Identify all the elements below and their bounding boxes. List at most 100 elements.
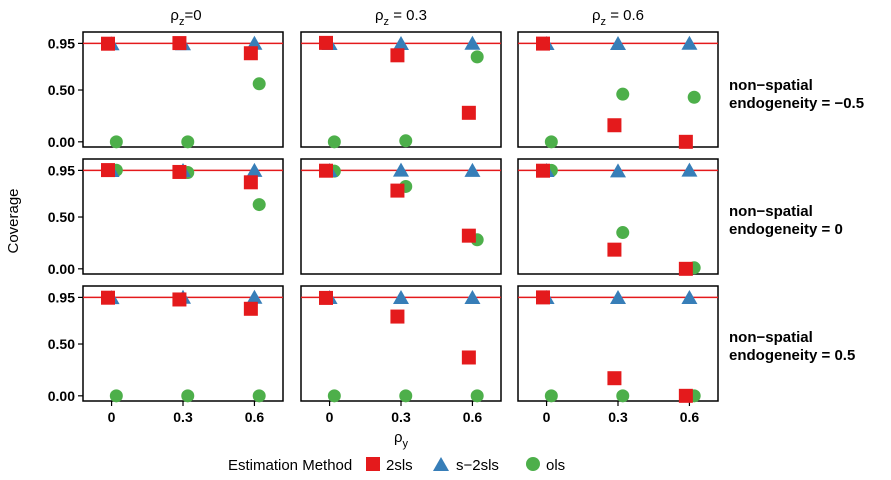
panel-r0-c1 — [300, 31, 502, 149]
point-ols-0 — [109, 135, 123, 149]
panel-r2-c0: 0.00 0.50 0.95 0 0.3 0.6 — [48, 285, 284, 425]
legend-label-2sls: 2sls — [386, 457, 413, 474]
x-tick-label: 0 — [326, 409, 334, 425]
point-2sls-2 — [461, 228, 476, 243]
point-ols-1 — [616, 226, 630, 240]
point-ols-2 — [252, 198, 266, 212]
point-ols-2 — [687, 90, 701, 104]
panel-r2-c1: 0 0.3 0.6 — [300, 285, 502, 425]
point-2sls-1 — [390, 309, 405, 324]
point-2sls-1 — [607, 118, 622, 133]
x-axis-title: ρy — [394, 429, 409, 450]
point-ols-0 — [544, 135, 558, 149]
point-2sls-2 — [243, 301, 258, 316]
y-tick-label: 0.50 — [48, 209, 75, 225]
point-2sls-2 — [243, 46, 258, 61]
point-s-2sls-2 — [464, 35, 481, 50]
point-2sls-0 — [319, 163, 333, 178]
x-tick-label: 0 — [543, 409, 551, 425]
point-2sls-1 — [390, 48, 405, 63]
panel-r0-c0: 0.00 0.50 0.95 — [48, 31, 284, 150]
y-tick-label: 0.00 — [48, 261, 75, 277]
point-s-2sls-2 — [246, 35, 263, 50]
panel-r1-c1 — [300, 158, 502, 275]
x-tick-label: 0.6 — [680, 409, 700, 425]
panels: 0.00 0.50 0.95 0.00 0.50 0.95 0.00 0.50 0.95 0 0.3… — [48, 31, 719, 425]
x-tick-label: 0.3 — [173, 409, 193, 425]
point-2sls-0 — [101, 163, 115, 178]
row-label-2: non−spatial endogeneity = 0.5 — [729, 329, 855, 364]
point-2sls-2 — [461, 105, 476, 120]
row-label-1: non−spatial endogeneity = 0 — [729, 203, 843, 238]
point-2sls-0 — [101, 36, 115, 51]
point-ols-1 — [181, 389, 195, 403]
point-s-2sls-1 — [393, 36, 409, 51]
x-tick-label: 0.3 — [391, 409, 411, 425]
point-s-2sls-2 — [464, 290, 481, 305]
panel-r1-c0: 0.00 0.50 0.95 — [48, 158, 284, 277]
point-ols-1 — [399, 389, 413, 403]
y-tick-label: 0.95 — [48, 289, 75, 305]
point-2sls-1 — [172, 292, 187, 307]
legend-label-ols: ols — [546, 457, 565, 474]
row-label-0: non−spatial endogeneity = −0.5 — [729, 77, 864, 112]
point-s-2sls-1 — [393, 290, 409, 305]
point-ols-0 — [327, 389, 341, 403]
y-axis-title: Coverage — [5, 188, 22, 253]
point-s-2sls-1 — [610, 163, 626, 178]
point-2sls-1 — [390, 183, 405, 198]
point-s-2sls-1 — [393, 162, 409, 177]
y-tick-label: 0.95 — [48, 162, 75, 178]
legend-key-2sls — [366, 457, 380, 471]
point-2sls-0 — [536, 290, 550, 305]
point-s-2sls-2 — [681, 162, 698, 177]
point-ols-0 — [109, 389, 123, 403]
legend: Estimation Method 2sls s−2sls ols — [228, 457, 565, 474]
y-tick-label: 0.50 — [48, 336, 75, 352]
y-tick-label: 0.50 — [48, 82, 75, 98]
point-ols-1 — [181, 135, 195, 149]
point-s-2sls-1 — [610, 290, 626, 305]
point-s-2sls-2 — [464, 162, 481, 177]
point-2sls-0 — [536, 36, 550, 51]
point-ols-2 — [470, 50, 484, 64]
column-title-0: ρz=0 — [170, 7, 201, 28]
point-s-2sls-2 — [246, 162, 263, 177]
panel-r0-c2 — [517, 31, 719, 149]
panel-r1-c2 — [517, 158, 719, 276]
point-s-2sls-2 — [681, 290, 698, 305]
point-ols-0 — [327, 135, 341, 149]
x-tick-label: 0.3 — [608, 409, 628, 425]
legend-title: Estimation Method — [228, 457, 352, 474]
panel-r2-c2: 0 0.3 0.6 — [517, 285, 719, 425]
legend-key-s-2sls — [433, 457, 449, 471]
column-title-2: ρz = 0.6 — [592, 7, 644, 28]
point-s-2sls-2 — [681, 35, 698, 50]
point-ols-0 — [544, 389, 558, 403]
point-ols-2 — [470, 389, 484, 403]
point-2sls-1 — [172, 36, 187, 51]
point-2sls-1 — [172, 164, 187, 179]
point-ols-2 — [252, 77, 266, 91]
legend-label-s-2sls: s−2sls — [456, 457, 499, 474]
panel-frame — [300, 158, 502, 275]
point-2sls-2 — [461, 350, 476, 365]
panel-frame — [300, 285, 502, 402]
point-ols-1 — [616, 389, 630, 403]
point-2sls-2 — [243, 175, 258, 190]
point-2sls-0 — [536, 163, 550, 178]
point-2sls-2 — [678, 261, 693, 276]
point-ols-1 — [616, 87, 630, 101]
point-2sls-2 — [678, 134, 693, 149]
x-tick-label: 0 — [108, 409, 116, 425]
point-ols-2 — [252, 389, 266, 403]
point-ols-1 — [399, 134, 413, 148]
column-title-1: ρz = 0.3 — [375, 7, 427, 28]
point-s-2sls-1 — [610, 36, 626, 51]
point-2sls-1 — [607, 371, 622, 386]
point-s-2sls-2 — [246, 289, 263, 304]
x-tick-label: 0.6 — [463, 409, 483, 425]
legend-key-ols — [526, 457, 540, 471]
y-tick-label: 0.00 — [48, 388, 75, 404]
point-2sls-2 — [678, 388, 693, 403]
